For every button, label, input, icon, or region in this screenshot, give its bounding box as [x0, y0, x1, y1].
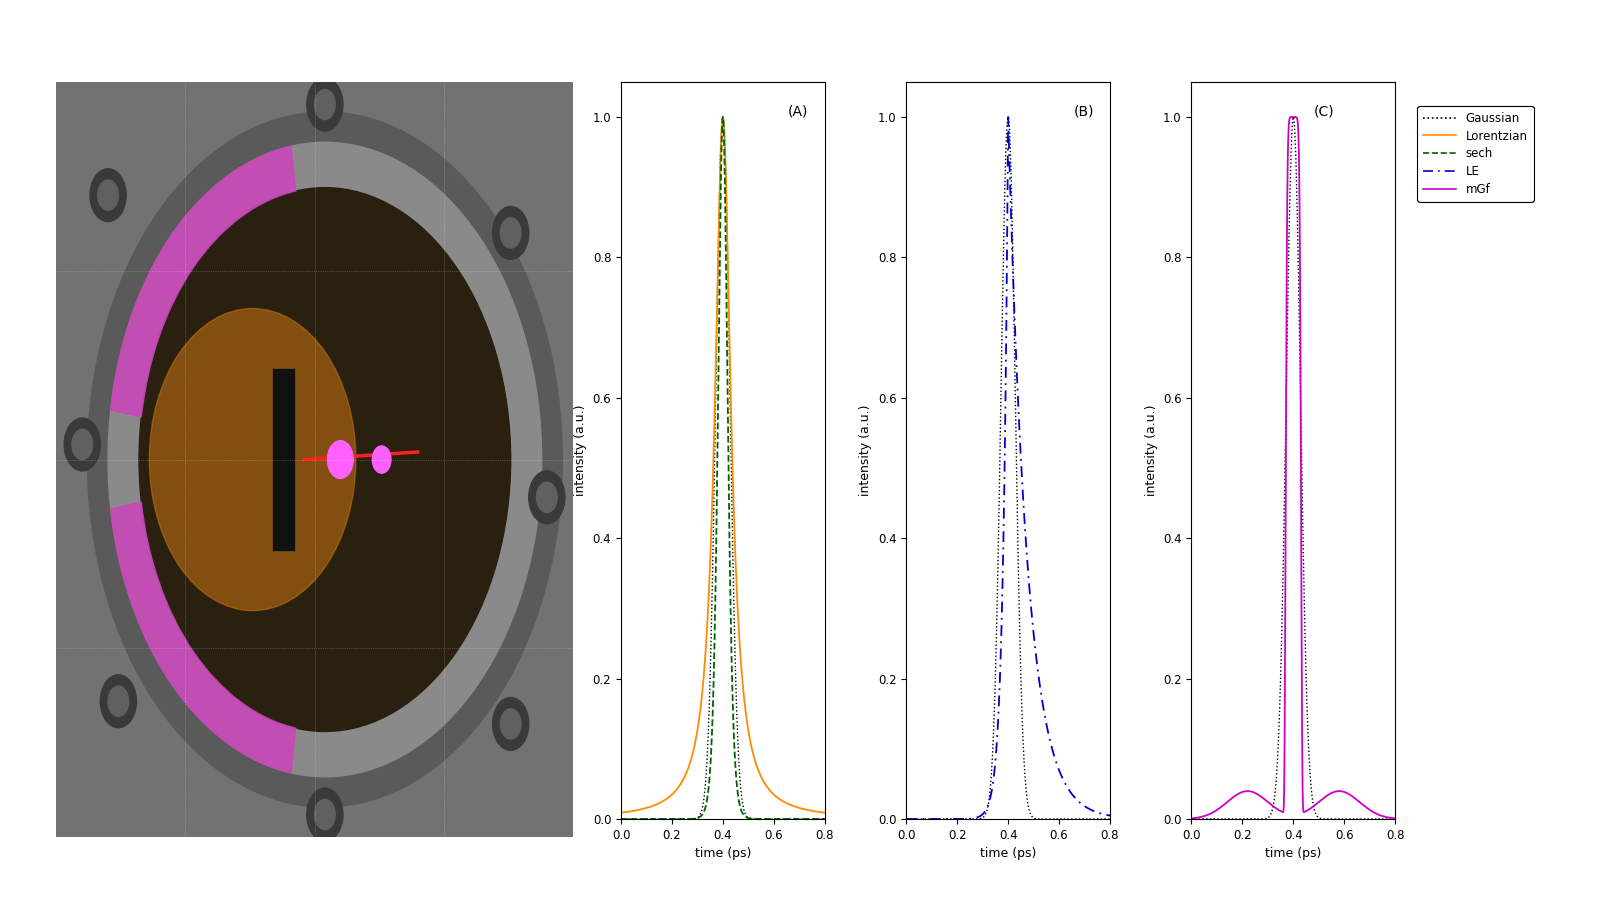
Circle shape [500, 217, 521, 248]
Circle shape [100, 675, 137, 728]
Circle shape [65, 418, 100, 470]
Circle shape [150, 308, 356, 611]
Circle shape [108, 142, 542, 777]
Legend: Gaussian, Lorentzian, sech, LE, mGf: Gaussian, Lorentzian, sech, LE, mGf [1418, 106, 1534, 202]
Text: (B): (B) [1073, 104, 1094, 118]
Circle shape [327, 440, 353, 479]
Circle shape [306, 788, 344, 841]
Y-axis label: intensity (a.u.): intensity (a.u.) [860, 405, 873, 496]
Circle shape [306, 78, 344, 131]
X-axis label: time (ps): time (ps) [981, 847, 1036, 860]
Circle shape [315, 800, 336, 830]
Wedge shape [111, 147, 295, 417]
Circle shape [73, 430, 92, 460]
Y-axis label: intensity (a.u.): intensity (a.u.) [1145, 405, 1158, 496]
Circle shape [537, 482, 556, 512]
Circle shape [108, 686, 129, 716]
X-axis label: time (ps): time (ps) [695, 847, 752, 860]
Bar [273, 369, 294, 551]
Wedge shape [111, 502, 295, 773]
X-axis label: time (ps): time (ps) [1265, 847, 1321, 860]
Circle shape [500, 709, 521, 739]
Text: (A): (A) [789, 104, 808, 118]
Circle shape [90, 168, 126, 222]
Circle shape [373, 446, 390, 473]
Circle shape [492, 207, 529, 259]
Circle shape [492, 697, 529, 751]
Text: (C): (C) [1313, 104, 1334, 118]
Y-axis label: intensity (a.u.): intensity (a.u.) [574, 405, 587, 496]
Circle shape [529, 470, 565, 524]
Circle shape [139, 187, 511, 732]
Circle shape [98, 180, 118, 210]
Circle shape [315, 89, 336, 119]
Circle shape [87, 112, 563, 807]
